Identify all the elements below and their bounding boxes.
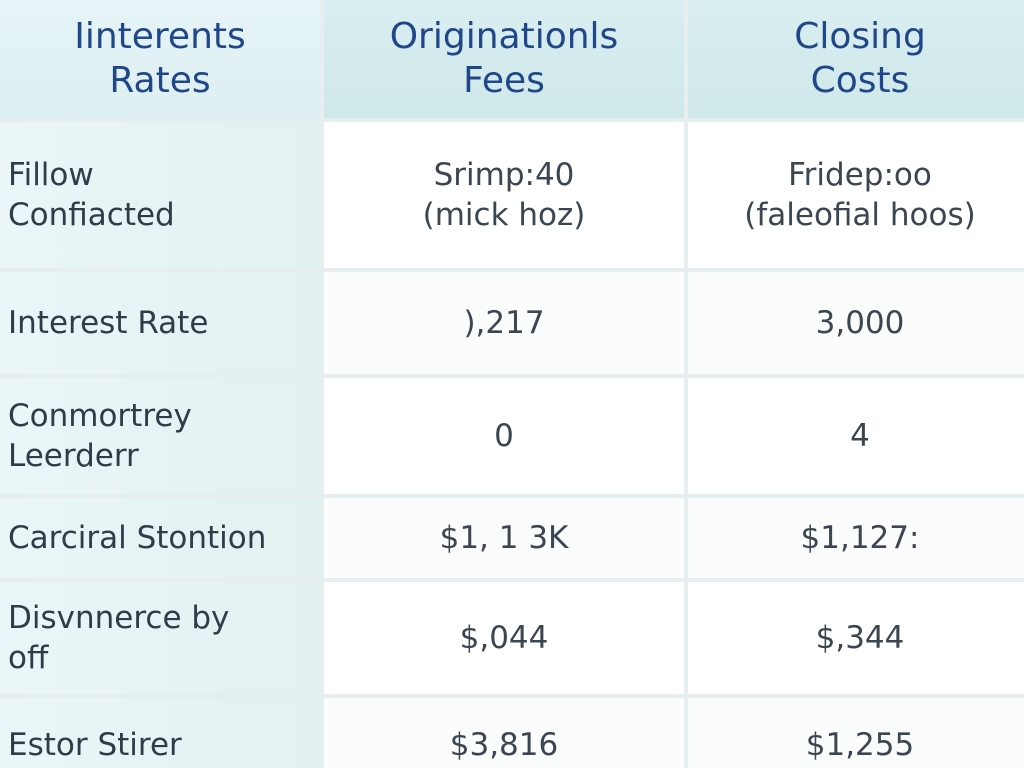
header-origination-fees: Originationls Fees (324, 0, 684, 118)
table-cell: Srimp:40 (mick hoz) (324, 122, 684, 268)
table-cell: Fridep:oo (faleofial hoos) (688, 122, 1024, 268)
table-cell: 0 (324, 378, 684, 494)
table-cell: ),217 (324, 272, 684, 374)
row-label: Disvnnerce by off (0, 582, 320, 694)
table-cell: $1, 1 3K (324, 498, 684, 578)
table-cell: $,344 (688, 582, 1024, 694)
row-label: Estor Stirer (0, 698, 320, 768)
row-label: Interest Rate (0, 272, 320, 374)
table-cell: $1,255 (688, 698, 1024, 768)
header-interest-rates: Iinterents Rates (0, 0, 320, 118)
table-cell: $1,127: (688, 498, 1024, 578)
table-cell: 4 (688, 378, 1024, 494)
table-cell: $,044 (324, 582, 684, 694)
header-closing-costs: Closing Costs (688, 0, 1024, 118)
row-label: Fillow Confiacted (0, 122, 320, 268)
table-cell: $3,816 (324, 698, 684, 768)
row-label: Carciral Stontion (0, 498, 320, 578)
row-label: Conmortrey Leerderr (0, 378, 320, 494)
table-cell: 3,000 (688, 272, 1024, 374)
